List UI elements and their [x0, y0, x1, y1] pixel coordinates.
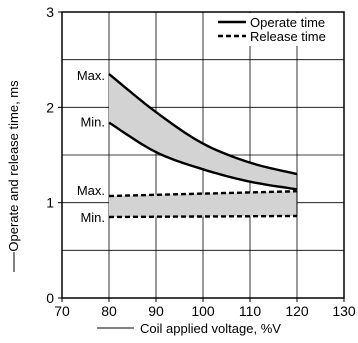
legend-background: [212, 13, 342, 46]
tick-labels: 70 80 90 100 110 120 130 0 1 2 3: [46, 4, 356, 319]
release-time-band-fill: [109, 191, 297, 217]
operate-time-min-line: [108, 121, 298, 191]
x-axis-label-text: Coil applied voltage, %V: [140, 321, 281, 336]
x-tick-label: 110: [239, 303, 262, 319]
y-tick-label: 0: [46, 290, 54, 306]
x-tick-label: 100: [191, 303, 215, 319]
x-axis-label: Coil applied voltage, %V: [97, 321, 281, 336]
band-annotations: Max. Min. Max. Min.: [77, 68, 105, 225]
operate-time-band-fill: [109, 74, 297, 190]
y-tick-label: 2: [46, 99, 54, 115]
legend-label-operate-time: Operate time: [250, 15, 325, 30]
release-time-max-line: [108, 190, 298, 198]
operate-time-min-label: Min.: [80, 115, 105, 130]
legend-label-release-time: Release time: [250, 29, 326, 44]
y-axis-label-text: Operate and release time, ms: [6, 80, 21, 252]
x-tick-label: 70: [54, 303, 70, 319]
y-tick-label: 3: [46, 4, 54, 20]
release-time-min-label: Min.: [80, 210, 105, 225]
operate-time-max-label: Max.: [77, 68, 105, 83]
bands: [108, 73, 298, 219]
x-tick-label: 90: [148, 303, 164, 319]
y-axis-label: Operate and release time, ms: [6, 80, 21, 272]
x-tick-label: 80: [101, 303, 117, 319]
operate-time-max-line: [108, 73, 298, 176]
release-time-max-label: Max.: [77, 183, 105, 198]
release-time-min-line: [108, 214, 297, 219]
axes: [58, 11, 345, 302]
x-tick-label: 130: [332, 303, 356, 319]
x-tick-label: 120: [285, 303, 309, 319]
y-tick-label: 1: [46, 195, 54, 211]
